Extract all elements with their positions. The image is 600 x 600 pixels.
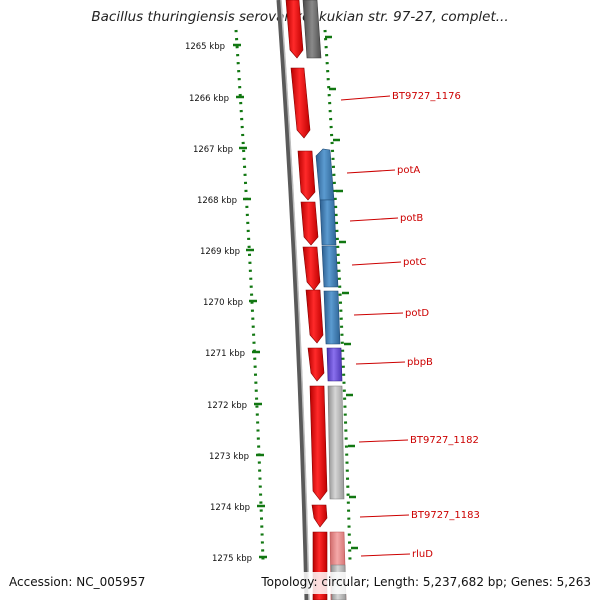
footer-background xyxy=(0,572,600,594)
gene-arrow[interactable] xyxy=(285,0,304,59)
leader-line xyxy=(358,439,409,443)
scale-label: 1267 kbp xyxy=(193,145,233,155)
accession-text: Accession: NC_005957 xyxy=(9,575,146,589)
scale-label: 1268 kbp xyxy=(197,196,237,206)
gene-label[interactable]: pbpB xyxy=(407,357,433,368)
gene-label[interactable]: potA xyxy=(397,165,420,176)
gene-arrow[interactable] xyxy=(302,246,321,291)
backbone-ring-highlight xyxy=(280,0,310,600)
gene-arrow[interactable] xyxy=(309,385,328,501)
gene-potD[interactable] xyxy=(323,290,341,345)
gene-label[interactable]: BT9727_1176 xyxy=(392,91,461,102)
gene-label[interactable]: BT9727_1183 xyxy=(411,510,480,521)
gene-arrow[interactable] xyxy=(307,347,325,382)
gene-arrow[interactable] xyxy=(311,504,328,528)
scale-ticks xyxy=(233,43,267,559)
leader-line xyxy=(351,261,402,266)
gene-label[interactable]: potB xyxy=(400,213,423,224)
gene-arrow[interactable] xyxy=(305,289,324,344)
scale-label: 1272 kbp xyxy=(207,401,247,411)
scale-label: 1269 kbp xyxy=(200,247,240,257)
gene-block-dark[interactable] xyxy=(302,0,322,59)
scale-label: 1275 kbp xyxy=(212,554,252,564)
gene-arrow[interactable] xyxy=(297,150,316,201)
backbone-ring xyxy=(276,0,310,600)
leader-line xyxy=(346,169,396,174)
gene-BT9727-1182[interactable] xyxy=(327,385,345,500)
inner-ticks xyxy=(325,35,358,550)
gene-label[interactable]: potD xyxy=(405,308,429,319)
outer-dotted-ring xyxy=(234,29,265,561)
gene-arrow[interactable] xyxy=(290,67,311,139)
gene-pbpB[interactable] xyxy=(326,347,343,382)
scale-label: 1270 kbp xyxy=(203,298,243,308)
gene-arrow[interactable] xyxy=(300,201,319,246)
genome-summary-text: Topology: circular; Length: 5,237,682 bp… xyxy=(261,575,591,589)
leader-line xyxy=(349,217,399,222)
scale-label: 1265 kbp xyxy=(185,42,225,52)
scale-label: 1273 kbp xyxy=(209,452,249,462)
gene-label[interactable]: BT9727_1182 xyxy=(410,435,479,446)
gene-label[interactable]: rluD xyxy=(412,549,433,560)
leader-line xyxy=(355,361,406,365)
gene-labels: BT9727_1176 potA potB potC potD pbpB BT9… xyxy=(392,91,480,560)
scale-label: 1274 kbp xyxy=(210,503,250,513)
leader-line xyxy=(360,553,411,557)
scale-labels: 1265 kbp 1266 kbp 1267 kbp 1268 kbp 1269… xyxy=(185,42,252,564)
gene-potB[interactable] xyxy=(319,199,337,246)
inner-dotted-ring xyxy=(323,29,352,561)
leader-line xyxy=(359,514,410,518)
leader-line xyxy=(353,312,404,316)
gene-label[interactable]: potC xyxy=(403,257,426,268)
gene-potA[interactable] xyxy=(315,148,335,201)
scale-label: 1266 kbp xyxy=(189,94,229,104)
gene-label-leaders xyxy=(340,95,411,557)
scale-label: 1271 kbp xyxy=(205,349,245,359)
gene-potC[interactable] xyxy=(321,245,339,288)
leader-line xyxy=(340,95,391,101)
